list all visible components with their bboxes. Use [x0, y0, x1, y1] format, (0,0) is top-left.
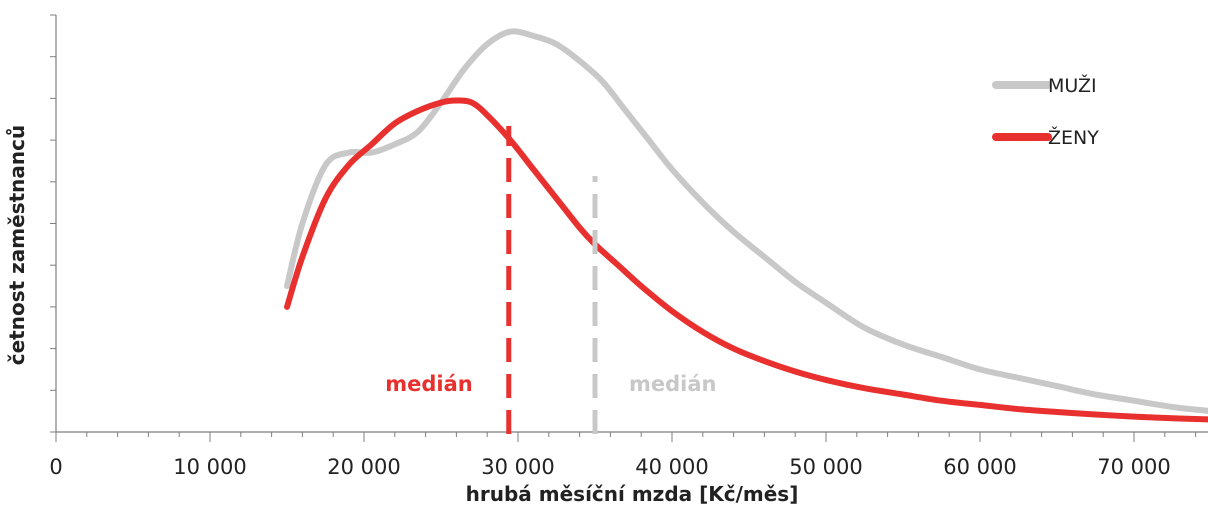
median-layer: medián medián [385, 126, 716, 434]
series-layer [284, 28, 1208, 423]
x-tick-label: 10 000 [173, 455, 246, 479]
legend-label-zeny: ŽENY [1048, 126, 1099, 149]
median-label-muzi: medián [629, 372, 716, 396]
legend: MUŽI ŽENY [992, 74, 1099, 149]
y-axis-ticks [50, 14, 56, 433]
series-line-zeny [284, 97, 1208, 423]
x-tick-label: 40 000 [635, 455, 708, 479]
legend-label-muzi: MUŽI [1048, 74, 1097, 97]
x-axis-ticks [55, 432, 1197, 442]
series-line-muzi [284, 28, 1208, 414]
x-tick-label: 30 000 [481, 455, 554, 479]
x-axis-title: hrubá měsíční mzda [Kč/měs] [466, 482, 799, 506]
median-label-zeny: medián [385, 372, 472, 396]
x-tick-label: 70 000 [1097, 455, 1170, 479]
x-tick-label: 60 000 [943, 455, 1016, 479]
x-tick-label: 50 000 [789, 455, 862, 479]
x-tick-label: 20 000 [327, 455, 400, 479]
y-axis-title: četnost zaměstnanců [5, 125, 29, 365]
x-axis-tick-labels: 0 10 000 20 000 30 000 40 000 50 000 60 000 70 … [49, 455, 1170, 479]
x-tick-label: 0 [49, 455, 62, 479]
